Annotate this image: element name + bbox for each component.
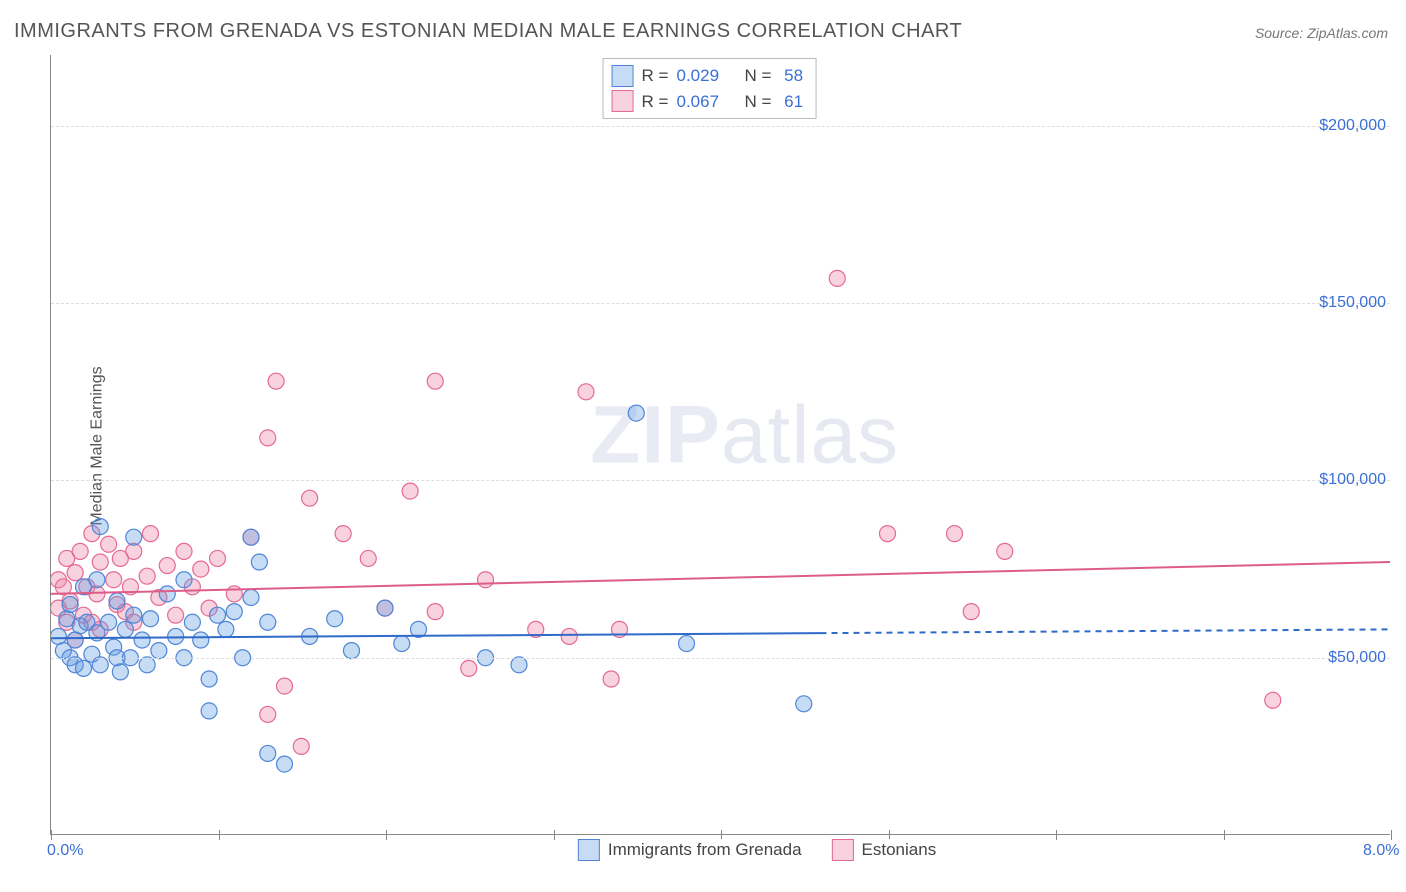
stats-legend-box: R = 0.029 N = 58 R = 0.067 N = 61 (603, 58, 817, 119)
gridline (51, 658, 1390, 659)
x-tick-mark (1056, 830, 1057, 840)
legend-label-b: Estonians (862, 840, 937, 860)
legend-item-b: Estonians (832, 839, 937, 861)
x-tick-label: 0.0% (47, 842, 83, 860)
gridline (51, 126, 1390, 127)
plot-area: ZIPatlas $50,000$100,000$150,000$200,000… (50, 55, 1390, 835)
x-tick-label: 8.0% (1363, 842, 1399, 860)
swatch-blue-icon (578, 839, 600, 861)
y-tick-label: $150,000 (1319, 294, 1392, 312)
x-tick-mark (1224, 830, 1225, 840)
swatch-blue-icon (612, 65, 634, 87)
swatch-pink-icon (832, 839, 854, 861)
swatch-pink-icon (612, 90, 634, 112)
gridline (51, 303, 1390, 304)
source-label: Source: ZipAtlas.com (1255, 25, 1388, 41)
x-tick-mark (1391, 830, 1392, 840)
chart-title: IMMIGRANTS FROM GRENADA VS ESTONIAN MEDI… (14, 20, 962, 43)
legend-item-a: Immigrants from Grenada (578, 839, 802, 861)
y-tick-label: $200,000 (1319, 117, 1392, 135)
x-tick-mark (51, 830, 52, 840)
x-tick-mark (554, 830, 555, 840)
x-tick-mark (386, 830, 387, 840)
x-tick-mark (219, 830, 220, 840)
axes: $50,000$100,000$150,000$200,0000.0%8.0% (50, 55, 1390, 835)
legend-label-a: Immigrants from Grenada (608, 840, 802, 860)
y-tick-label: $100,000 (1319, 471, 1392, 489)
gridline (51, 480, 1390, 481)
bottom-legend: Immigrants from Grenada Estonians (572, 839, 942, 861)
stats-row-a: R = 0.029 N = 58 (612, 63, 804, 89)
stats-row-b: R = 0.067 N = 61 (612, 89, 804, 115)
y-tick-label: $50,000 (1328, 649, 1392, 667)
